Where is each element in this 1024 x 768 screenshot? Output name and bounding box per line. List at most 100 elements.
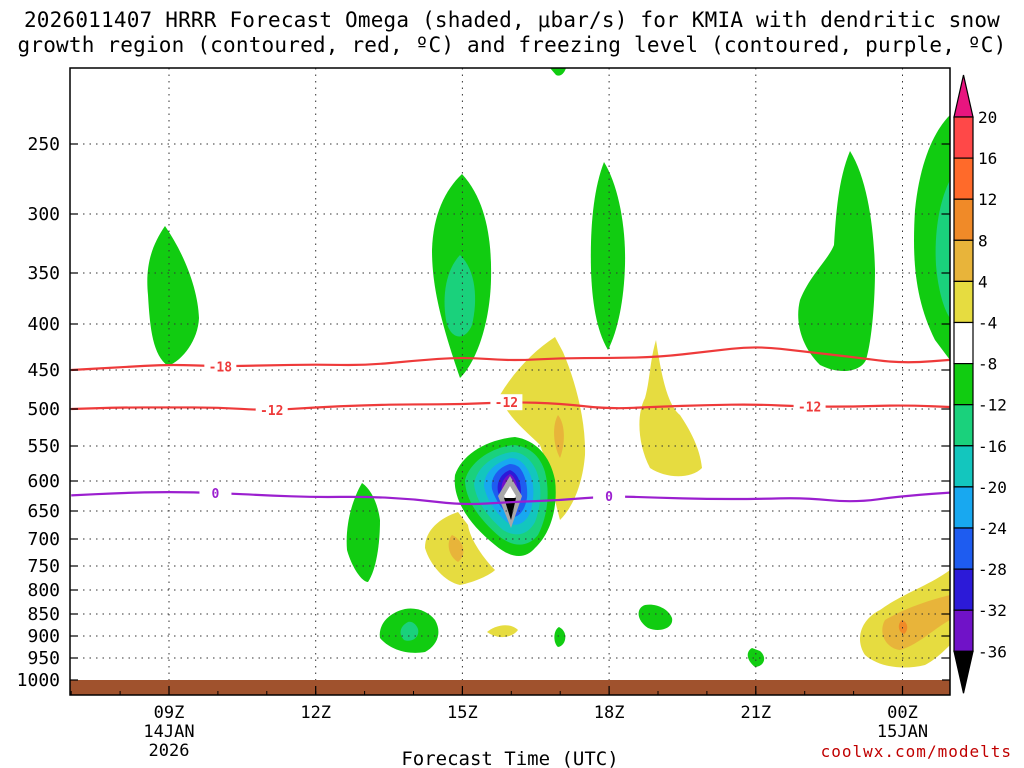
x-tick-label: 18Z: [594, 703, 625, 723]
colorbar-label: -16: [978, 437, 1007, 456]
colorbar: 20 16 12 8 4 -4 -8 -12 -16 -20 -24 -28 -32 -36: [953, 74, 1007, 694]
colorbar-label: 12: [978, 190, 997, 209]
contour-label-0: 0: [605, 490, 613, 505]
colorbar-band: [953, 445, 974, 488]
colorbar-label: -8: [978, 355, 997, 374]
colorbar-band: [953, 198, 974, 241]
colorbar-band: [953, 239, 974, 283]
colorbar-label: -32: [978, 601, 1007, 620]
omega-area-18z-upper: [590, 162, 626, 350]
omega-area-15z-core: [444, 255, 476, 337]
subsidence-area-00z-inner: [882, 595, 950, 650]
colorbar-band: [953, 321, 974, 365]
colorbar-label: 4: [978, 272, 988, 291]
x-date-label: 14JAN: [143, 722, 194, 742]
y-tick-label: 550: [27, 436, 60, 457]
colorbar-band: [953, 280, 974, 324]
omega-area-top-sliver: [550, 68, 566, 76]
x-date-label: 15JAN: [877, 722, 928, 742]
y-tick-label: 250: [27, 134, 60, 155]
subsidence-area-19z: [639, 340, 702, 477]
colorbar-band: [953, 486, 974, 529]
x-tick-label: 15Z: [447, 703, 478, 723]
y-tick-label: 950: [27, 648, 60, 669]
y-tick-label: 450: [27, 360, 60, 381]
contour-label-0: 0: [212, 487, 220, 502]
ground-surface: [70, 680, 950, 695]
subsidence-area-14z-inner: [448, 535, 464, 562]
plot-frame: [69, 67, 951, 696]
y-tick-label: 900: [27, 626, 60, 647]
colorbar-label: 8: [978, 231, 988, 250]
contour-label-bg: [255, 402, 288, 419]
contour-label-bg: [199, 484, 232, 501]
contour-label--18: -18: [209, 360, 233, 375]
y-tick-label: 300: [27, 204, 60, 225]
x-tick-label: 09Z: [154, 703, 185, 723]
contour-label-bg: [490, 394, 523, 411]
x-year-label: 2026: [149, 741, 190, 761]
colorbar-band: [953, 116, 974, 159]
contour-label-bg: [793, 398, 826, 415]
colorbar-label: -4: [978, 314, 997, 333]
y-tick-label: 750: [27, 556, 60, 577]
omega-shading: [147, 68, 950, 668]
y-tick-label: 1000: [17, 670, 60, 691]
subsidence-area-15z-low: [487, 625, 518, 638]
x-tick-label: 12Z: [300, 703, 331, 723]
contour-label-bg: [204, 358, 237, 375]
y-tick-label: 800: [27, 580, 60, 601]
colorbar-label: -28: [978, 560, 1007, 579]
omega-area-23z-upper: [798, 151, 875, 372]
x-tick-label: 21Z: [740, 703, 771, 723]
y-tick-label: 350: [27, 263, 60, 284]
contour-label--12: -12: [495, 396, 518, 411]
x-axis-label: Forecast Time (UTC): [401, 748, 618, 768]
contour-line-0: [71, 491, 950, 506]
chart-title-line2: growth region (contoured, red, ºC) and f…: [17, 33, 1007, 57]
omega-area-14z-low-core: [400, 621, 419, 641]
chart-title-line1: 2026011407 HRRR Forecast Omega (shaded, …: [23, 8, 1001, 32]
y-tick-label: 650: [27, 501, 60, 522]
contour-labels: -18 -12 -12 -12 0 0: [199, 358, 826, 505]
colorbar-band: [953, 157, 974, 200]
temperature-contours: [71, 346, 950, 506]
y-tick-label: 400: [27, 314, 60, 335]
gridlines: [70, 68, 950, 695]
site-credit: coolwx.com/modelts: [820, 742, 1012, 761]
contour-line--12: [71, 401, 950, 411]
y-axis: 2503003504004505005506006507007508008509…: [17, 134, 950, 691]
colorbar-label: -20: [978, 478, 1007, 497]
y-tick-label: 850: [27, 604, 60, 625]
contour-label-bg: [593, 488, 626, 504]
subsidence-area-16z-inner: [554, 415, 564, 458]
colorbar-bottom-arrow: [953, 650, 974, 694]
colorbar-label: -12: [978, 396, 1007, 415]
omega-area-00z-upper: [914, 115, 950, 360]
colorbar-label: -24: [978, 519, 1007, 538]
colorbar-top-arrow: [953, 74, 974, 118]
colorbar-band: [953, 404, 974, 447]
omega-area-19z-low: [638, 604, 673, 630]
y-tick-label: 500: [27, 399, 60, 420]
x-tick-label: 00Z: [887, 703, 918, 723]
y-tick-label: 600: [27, 471, 60, 492]
colorbar-band: [953, 568, 974, 611]
colorbar-label: 20: [978, 108, 997, 127]
colorbar-label: -36: [978, 642, 1007, 661]
contour-label--12: -12: [798, 401, 821, 416]
colorbar-band: [953, 609, 974, 652]
omega-area-17z-low: [554, 627, 566, 647]
y-tick-label: 700: [27, 529, 60, 550]
contour-line--18: [71, 346, 950, 372]
colorbar-label: 16: [978, 149, 997, 168]
colorbar-band: [953, 363, 974, 406]
omega-area-09z-upper: [147, 226, 199, 366]
subsidence-area-16z: [500, 337, 586, 520]
omega-area-21z-low: [747, 648, 765, 667]
contour-label--12: -12: [260, 404, 283, 419]
colorbar-band: [953, 527, 974, 570]
omega-area-13z-mid: [346, 483, 380, 582]
